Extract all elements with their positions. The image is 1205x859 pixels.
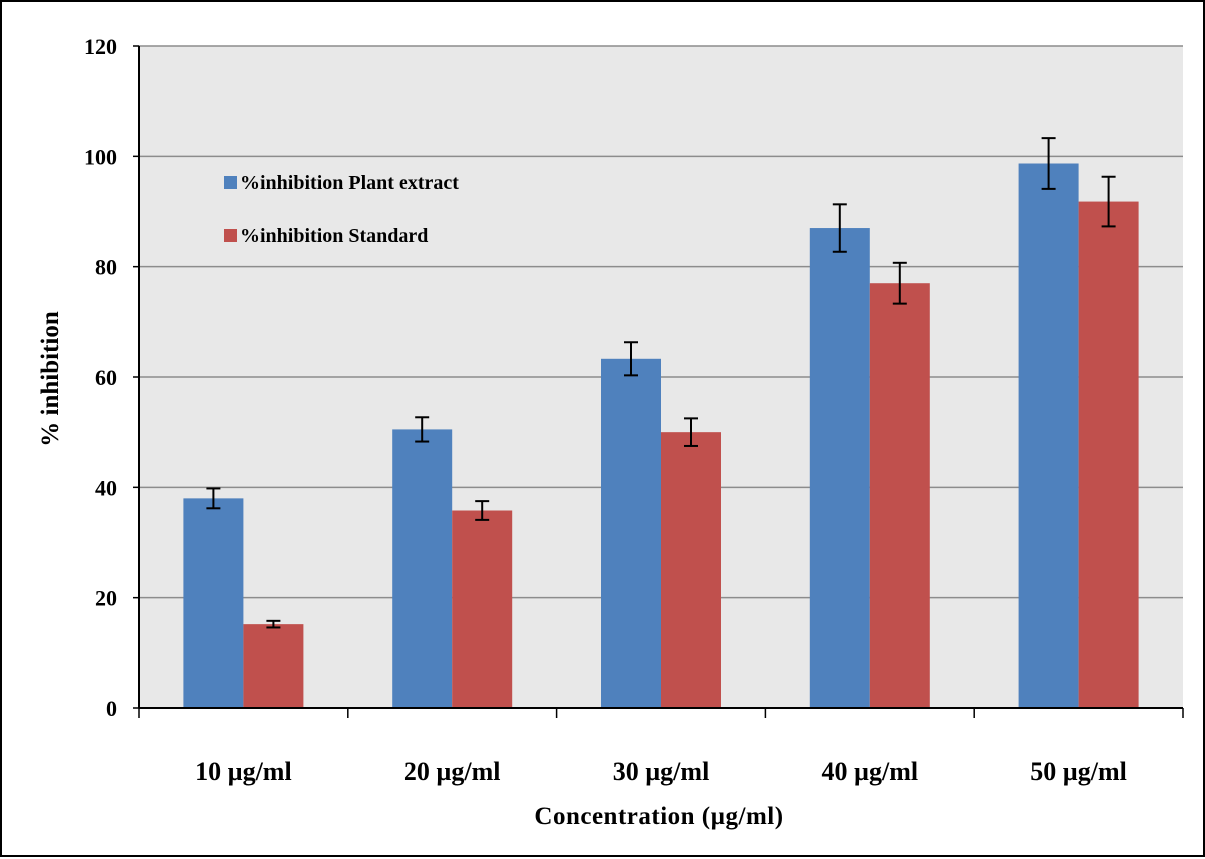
- legend: %inhibition Plant extract %inhibition Sta…: [224, 172, 459, 247]
- y-tick-label: 40: [95, 475, 117, 500]
- y-tick-labels: 0 20 40 60 80 100 120: [84, 34, 139, 721]
- error-bar: [475, 500, 490, 521]
- y-tick-label: 20: [95, 586, 117, 611]
- error-bar: [624, 341, 638, 377]
- x-category-labels: 10 µg/ml 20 µg/ml 30 µg/ml 40 µg/ml 50 µg/ml: [195, 757, 1127, 786]
- legend-item: %inhibition Plant extract: [224, 172, 459, 194]
- x-category-label: 30 µg/ml: [613, 757, 710, 786]
- error-bar: [1041, 137, 1056, 190]
- bar: [243, 624, 304, 708]
- error-bar: [1101, 175, 1116, 228]
- y-axis-title: % inhibition: [37, 311, 64, 447]
- legend-swatch: [224, 229, 237, 242]
- x-category-label: 10 µg/ml: [195, 757, 292, 786]
- y-tick-label: 100: [84, 144, 117, 169]
- x-axis-title: Concentration (µg/ml): [534, 803, 783, 830]
- bar: [392, 429, 453, 708]
- y-tick-label: 80: [95, 255, 117, 280]
- bar-group: [183, 163, 1139, 709]
- y-tick-label: 120: [84, 34, 117, 59]
- x-category-label: 40 µg/ml: [822, 757, 919, 786]
- legend-swatch: [224, 176, 237, 189]
- error-bar: [832, 203, 847, 253]
- bar: [809, 228, 870, 709]
- legend-label: %inhibition Standard: [240, 225, 428, 247]
- bar: [1018, 163, 1079, 708]
- y-tick-label: 0: [106, 696, 117, 721]
- legend-label: %inhibition Plant extract: [240, 172, 459, 194]
- bar: [452, 510, 513, 708]
- error-bar: [266, 619, 281, 629]
- x-category-label: 50 µg/ml: [1030, 757, 1127, 786]
- x-category-label: 20 µg/ml: [404, 757, 501, 786]
- error-bar: [684, 417, 698, 447]
- error-bar: [415, 416, 430, 443]
- error-bars: [206, 137, 1116, 629]
- bar: [183, 498, 244, 708]
- bar: [1078, 201, 1139, 708]
- legend-item: %inhibition Standard: [224, 225, 428, 247]
- error-bar: [892, 261, 907, 305]
- y-tick-label: 60: [95, 365, 117, 390]
- error-bar: [206, 487, 221, 510]
- bar: [869, 283, 930, 708]
- bar: [661, 432, 721, 708]
- bar: [601, 358, 661, 708]
